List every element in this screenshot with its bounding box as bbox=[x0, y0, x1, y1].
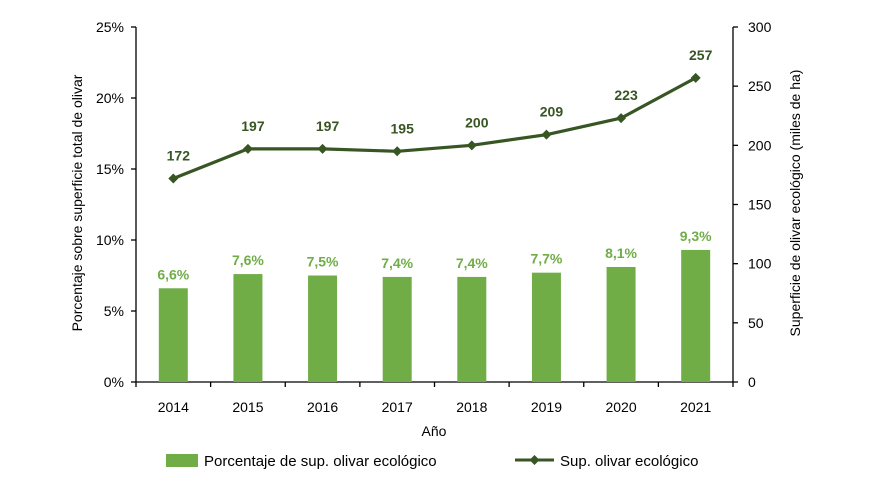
line-value-label: 197 bbox=[316, 118, 340, 134]
bar bbox=[531, 272, 561, 382]
left-tick-label: 10% bbox=[96, 232, 124, 248]
x-tick-label: 2017 bbox=[382, 399, 413, 415]
left-tick-label: 20% bbox=[96, 90, 124, 106]
left-tick-label: 0% bbox=[104, 374, 124, 390]
bar bbox=[308, 275, 338, 382]
right-tick-label: 300 bbox=[748, 19, 772, 35]
line-point-marker bbox=[616, 113, 627, 124]
line-series bbox=[168, 72, 701, 184]
bar-value-label: 9,3% bbox=[680, 228, 712, 244]
right-tick-label: 100 bbox=[748, 256, 772, 272]
bar bbox=[457, 276, 487, 382]
line-value-label: 200 bbox=[465, 114, 489, 130]
line-point-marker bbox=[392, 146, 403, 157]
right-tick-label: 200 bbox=[748, 137, 772, 153]
x-tick-label: 2014 bbox=[158, 399, 189, 415]
left-axis-ticks: 0% 5% 10% 15% 20% 25% bbox=[96, 19, 136, 390]
bar bbox=[233, 274, 263, 382]
x-axis-ticks: 2014 2015 2016 2017 2018 2019 2020 2021 bbox=[135, 382, 734, 415]
x-tick-label: 2020 bbox=[605, 399, 636, 415]
right-tick-label: 250 bbox=[748, 78, 772, 94]
line-point-marker bbox=[690, 72, 701, 83]
line-value-label: 257 bbox=[689, 47, 713, 63]
bar-value-label: 6,6% bbox=[157, 266, 189, 282]
line-point-marker bbox=[466, 140, 477, 151]
left-tick-label: 15% bbox=[96, 161, 124, 177]
x-tick-label: 2021 bbox=[680, 399, 711, 415]
line-point-marker bbox=[541, 129, 552, 140]
line-value-label: 172 bbox=[167, 147, 191, 163]
x-tick-label: 2019 bbox=[531, 399, 562, 415]
bar-value-label: 7,4% bbox=[381, 255, 413, 271]
line-point-marker bbox=[242, 143, 253, 154]
bar-data-labels: 6,6% 7,6% 7,5% 7,4% 7,4% 7,7% 8,1% 9,3% bbox=[157, 228, 712, 282]
bar bbox=[681, 249, 711, 382]
bar-value-label: 7,4% bbox=[456, 255, 488, 271]
right-axis-title: Superficie de olivar ecológico (miles de… bbox=[787, 70, 803, 337]
left-tick-label: 25% bbox=[96, 19, 124, 35]
bar-value-label: 8,1% bbox=[605, 245, 637, 261]
line-data-labels: 172 197 197 195 200 209 223 257 bbox=[167, 47, 713, 164]
bar-value-label: 7,5% bbox=[307, 254, 339, 270]
x-tick-label: 2015 bbox=[232, 399, 263, 415]
right-tick-label: 150 bbox=[748, 197, 772, 213]
right-tick-label: 50 bbox=[748, 315, 764, 331]
left-axis-title: Porcentaje sobre superficie total de oli… bbox=[69, 74, 85, 331]
line-value-label: 195 bbox=[391, 120, 415, 136]
line-value-label: 223 bbox=[614, 87, 638, 103]
legend: Porcentaje de sup. olivar ecológico Sup.… bbox=[166, 453, 698, 470]
legend-line-marker bbox=[529, 455, 540, 465]
bar bbox=[382, 276, 412, 382]
legend-line-label: Sup. olivar ecológico bbox=[560, 453, 698, 470]
bar-value-label: 7,6% bbox=[232, 252, 264, 268]
bar bbox=[158, 288, 188, 382]
x-axis-title: Año bbox=[422, 423, 447, 439]
legend-bar-label: Porcentaje de sup. olivar ecológico bbox=[204, 453, 437, 470]
right-axis-ticks: 0 50 100 150 200 250 300 bbox=[733, 19, 772, 390]
line-point-marker bbox=[317, 143, 328, 154]
x-tick-label: 2016 bbox=[307, 399, 338, 415]
series-line bbox=[172, 76, 697, 180]
line-point-marker bbox=[168, 173, 179, 184]
line-value-label: 209 bbox=[540, 104, 564, 120]
x-tick-label: 2018 bbox=[456, 399, 487, 415]
bar-value-label: 7,7% bbox=[530, 251, 562, 267]
bar bbox=[606, 266, 636, 382]
line-value-label: 197 bbox=[241, 118, 265, 134]
right-tick-label: 0 bbox=[748, 374, 756, 390]
left-tick-label: 5% bbox=[104, 303, 124, 319]
legend-bar-swatch bbox=[166, 454, 198, 467]
bar-series bbox=[158, 249, 711, 382]
